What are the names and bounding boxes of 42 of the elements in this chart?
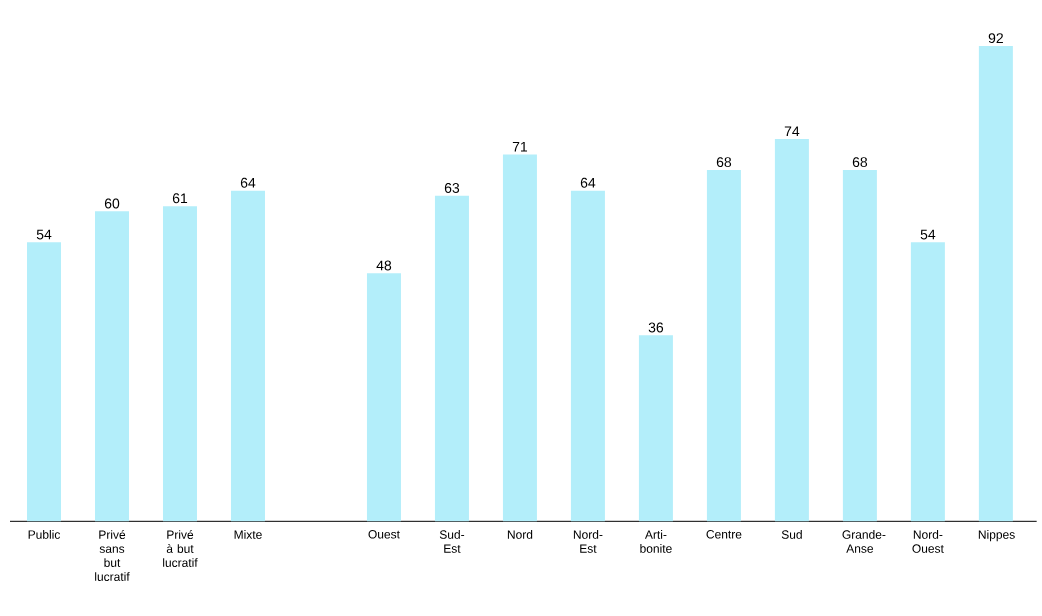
data-label: 92 (988, 33, 1003, 44)
data-label: 64 (580, 177, 596, 188)
data-label: 61 (172, 193, 188, 204)
data-label: 68 (716, 157, 732, 168)
x-tick-label: Grande-Anse (842, 530, 886, 553)
bar (434, 195, 469, 522)
x-tick-label: Privé sans but lucratif (95, 530, 130, 581)
bar (638, 335, 673, 522)
x-tick-label: Nippes (978, 530, 1015, 542)
x-tick-label: Arti-bonite (640, 530, 672, 553)
bar (230, 190, 265, 522)
bar (774, 139, 809, 522)
data-label: 64 (240, 177, 256, 188)
x-tick-label: Privé à but lucratif (163, 530, 198, 567)
data-label: 54 (36, 229, 52, 240)
x-tick-label: Nord-Est (573, 530, 603, 553)
x-tick-label: Centre (706, 530, 742, 539)
x-tick-label: Nord-Ouest (912, 530, 944, 553)
data-label: 63 (444, 183, 460, 193)
bar (842, 170, 877, 522)
x-tick-label: Sud-Est (439, 530, 465, 553)
data-label: 54 (920, 229, 936, 240)
x-tick-label: Mixte (234, 530, 262, 539)
x-tick-label: Nord (507, 530, 533, 539)
bar (978, 46, 1013, 522)
data-label: 71 (512, 141, 528, 152)
bar (27, 242, 62, 522)
bar (162, 206, 197, 522)
bar (706, 170, 741, 522)
data-label: 36 (648, 322, 664, 333)
bar (502, 154, 537, 522)
data-label: 74 (784, 126, 800, 137)
bar (95, 211, 129, 522)
bar (570, 190, 605, 522)
bar (366, 273, 401, 522)
x-tick-label: Sud (781, 530, 802, 539)
x-tick-label: Ouest (368, 530, 400, 539)
data-label: 48 (376, 260, 392, 271)
x-tick-label: Public (28, 530, 61, 539)
bar (910, 242, 945, 522)
data-label: 60 (104, 198, 120, 209)
data-label: 68 (852, 157, 868, 168)
